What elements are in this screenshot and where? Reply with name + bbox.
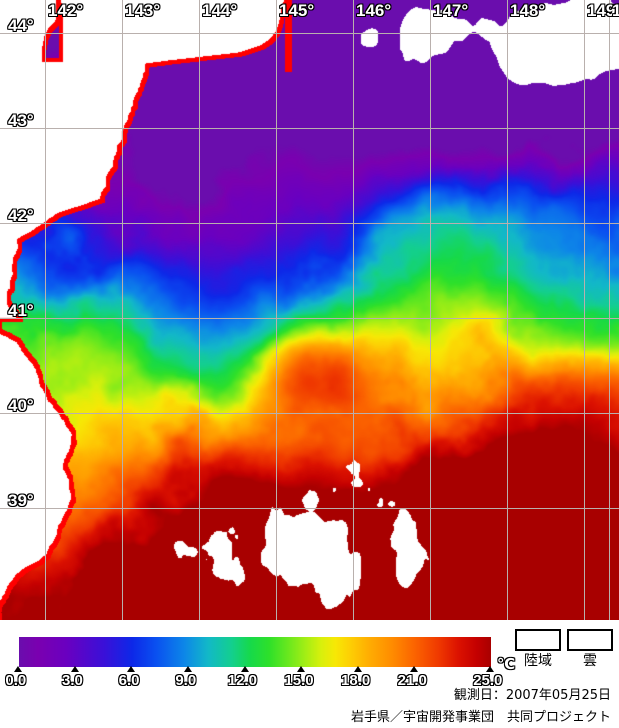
colorbar-tick-label-3: 9.0	[175, 672, 197, 689]
temperature-colorbar	[18, 636, 492, 668]
longitude-label-4: 146°	[356, 1, 392, 20]
latitude-label-4: 40°	[8, 396, 34, 415]
longitude-label-7: 149°	[587, 1, 619, 20]
colorbar-tick-label-5: 15.0	[284, 672, 314, 689]
cloud-swatch: 雲	[567, 629, 613, 668]
land-swatch-box	[515, 629, 561, 651]
colorbar-tick-0	[14, 666, 22, 672]
longitude-label-6: 148°	[510, 1, 546, 20]
latitude-label-1: 43°	[8, 111, 34, 130]
cloud-swatch-label: 雲	[583, 653, 597, 669]
colorbar-tick-label-0: 0.0	[5, 672, 27, 689]
colorbar-tick-1	[70, 666, 79, 672]
latitude-label-0: 44°	[8, 16, 34, 35]
cloud-swatch-box	[567, 629, 613, 651]
colorbar-tick-label-4: 12.0	[227, 672, 257, 689]
colorbar-tick-5	[297, 666, 306, 672]
colorbar-tick-3	[183, 666, 192, 672]
colorbar-tick-8	[486, 666, 494, 672]
longitude-label-2: 144°	[202, 1, 238, 20]
longitude-label-8: 15	[612, 1, 619, 20]
sst-satellite-map[interactable]: 142° 143° 144° 145° 146° 147° 148° 149°15 44° 43°…	[0, 0, 619, 620]
sst-raster-canvas	[0, 0, 619, 620]
colorbar-tick-label-2: 6.0	[118, 672, 140, 689]
longitude-label-1: 143°	[125, 1, 161, 20]
latitude-label-5: 39°	[8, 491, 34, 510]
colorbar-wrapper	[18, 636, 492, 668]
colorbar-tick-6	[353, 666, 362, 672]
latitude-label-3: 41°	[8, 301, 34, 320]
colorbar-tick-4	[240, 666, 249, 672]
observation-date-text: 観測日：2007年05月25日	[453, 688, 611, 703]
colorbar-tick-2	[127, 666, 136, 672]
temperature-unit-label: ℃	[497, 656, 516, 673]
colorbar-tick-label-6: 18.0	[341, 672, 371, 689]
colorbar-tick-label-7: 21.0	[397, 672, 427, 689]
land-swatch: 陸域	[515, 629, 561, 668]
land-swatch-label: 陸域	[524, 653, 552, 669]
project-credit-text: 岩手県／宇宙開発事業団 共同プロジェクト	[350, 710, 611, 725]
colorbar-tick-label-1: 3.0	[62, 672, 83, 689]
colorbar-tick-7	[410, 666, 419, 672]
longitude-label-5: 147°	[433, 1, 469, 20]
longitude-label-0: 142°	[48, 1, 84, 20]
colorbar-tick-label-8: 25.0	[473, 672, 503, 689]
latitude-label-2: 42°	[8, 206, 34, 225]
longitude-label-3: 145°	[279, 1, 315, 20]
